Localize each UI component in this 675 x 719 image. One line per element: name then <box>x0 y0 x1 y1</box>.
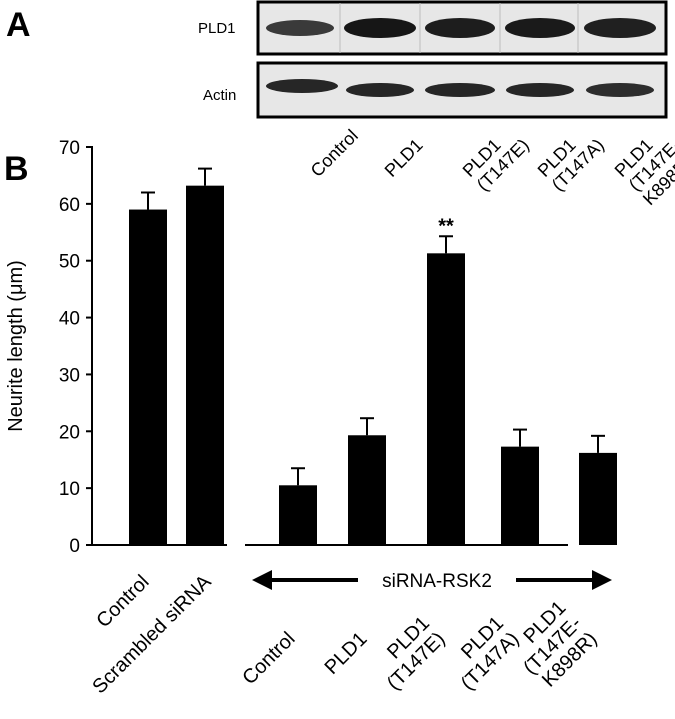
blot-band <box>346 83 414 97</box>
group-arrow-label: siRNA-RSK2 <box>382 571 492 592</box>
blot-band <box>505 18 575 38</box>
y-tick-label: 60 <box>59 195 80 216</box>
panel-a-letter: A <box>6 6 31 44</box>
group-arrow-head-left <box>252 570 272 590</box>
bar <box>129 209 167 546</box>
category-label: PLD1(T147E) <box>383 612 450 694</box>
category-label-line: Scrambled siRNA <box>88 571 216 699</box>
blot-band <box>344 18 416 38</box>
blot-band <box>506 83 574 97</box>
category-label: Control <box>238 628 299 689</box>
blot-lane-labels: Control PLD1 PLD1(T147E) PLD1(T147A) PLD1(T1… <box>307 126 675 209</box>
y-axis-title: Neurite length (μm) <box>5 260 27 432</box>
blot-band <box>266 79 338 93</box>
bar <box>579 452 617 545</box>
category-label: Control <box>92 571 153 632</box>
y-tick-label: 70 <box>59 138 80 159</box>
blot-lane-label: PLD1(T147A) <box>534 135 608 195</box>
blot-pld1: PLD1 <box>198 0 668 56</box>
category-label-line: Control <box>238 628 299 689</box>
category-label-line: PLD1 <box>321 628 372 679</box>
blot-lane-label-line: Control <box>307 126 362 181</box>
blot-label-actin: Actin <box>203 87 236 104</box>
group-arrow-head-right <box>592 570 612 590</box>
blot-actin: Actin <box>203 61 668 119</box>
blot-band <box>586 83 654 97</box>
bar <box>186 185 224 546</box>
y-tick-label: 30 <box>59 365 80 386</box>
blot-lane-label: PLD1(T147E) <box>459 135 533 195</box>
bar <box>348 435 386 545</box>
y-tick-label: 10 <box>59 479 80 500</box>
bar <box>427 253 465 545</box>
category-label-line: Control <box>92 571 153 632</box>
blot-band <box>425 83 495 97</box>
blot-lane-label: PLD1(T147E-K898R) <box>611 135 675 209</box>
blot-band <box>425 18 495 38</box>
blot-band <box>266 20 334 36</box>
category-label: PLD1(T147A) <box>457 612 524 694</box>
panel-b-letter: B <box>4 150 29 188</box>
category-label: Scrambled siRNA <box>88 571 216 699</box>
y-tick-label: 0 <box>69 536 80 557</box>
y-tick-label: 40 <box>59 309 80 330</box>
bar <box>279 485 317 545</box>
y-tick-label: 50 <box>59 252 80 273</box>
blot-lane-label-line: PLD1 <box>381 135 427 181</box>
y-tick-label: 20 <box>59 422 80 443</box>
blot-lane-label: Control <box>307 126 362 181</box>
bar <box>501 446 539 545</box>
blot-band <box>584 18 656 38</box>
category-label: PLD1 <box>321 628 372 679</box>
significance-marker: ** <box>438 215 454 237</box>
blot-lane-label: PLD1 <box>381 135 427 181</box>
blot-label-pld1: PLD1 <box>198 20 236 37</box>
